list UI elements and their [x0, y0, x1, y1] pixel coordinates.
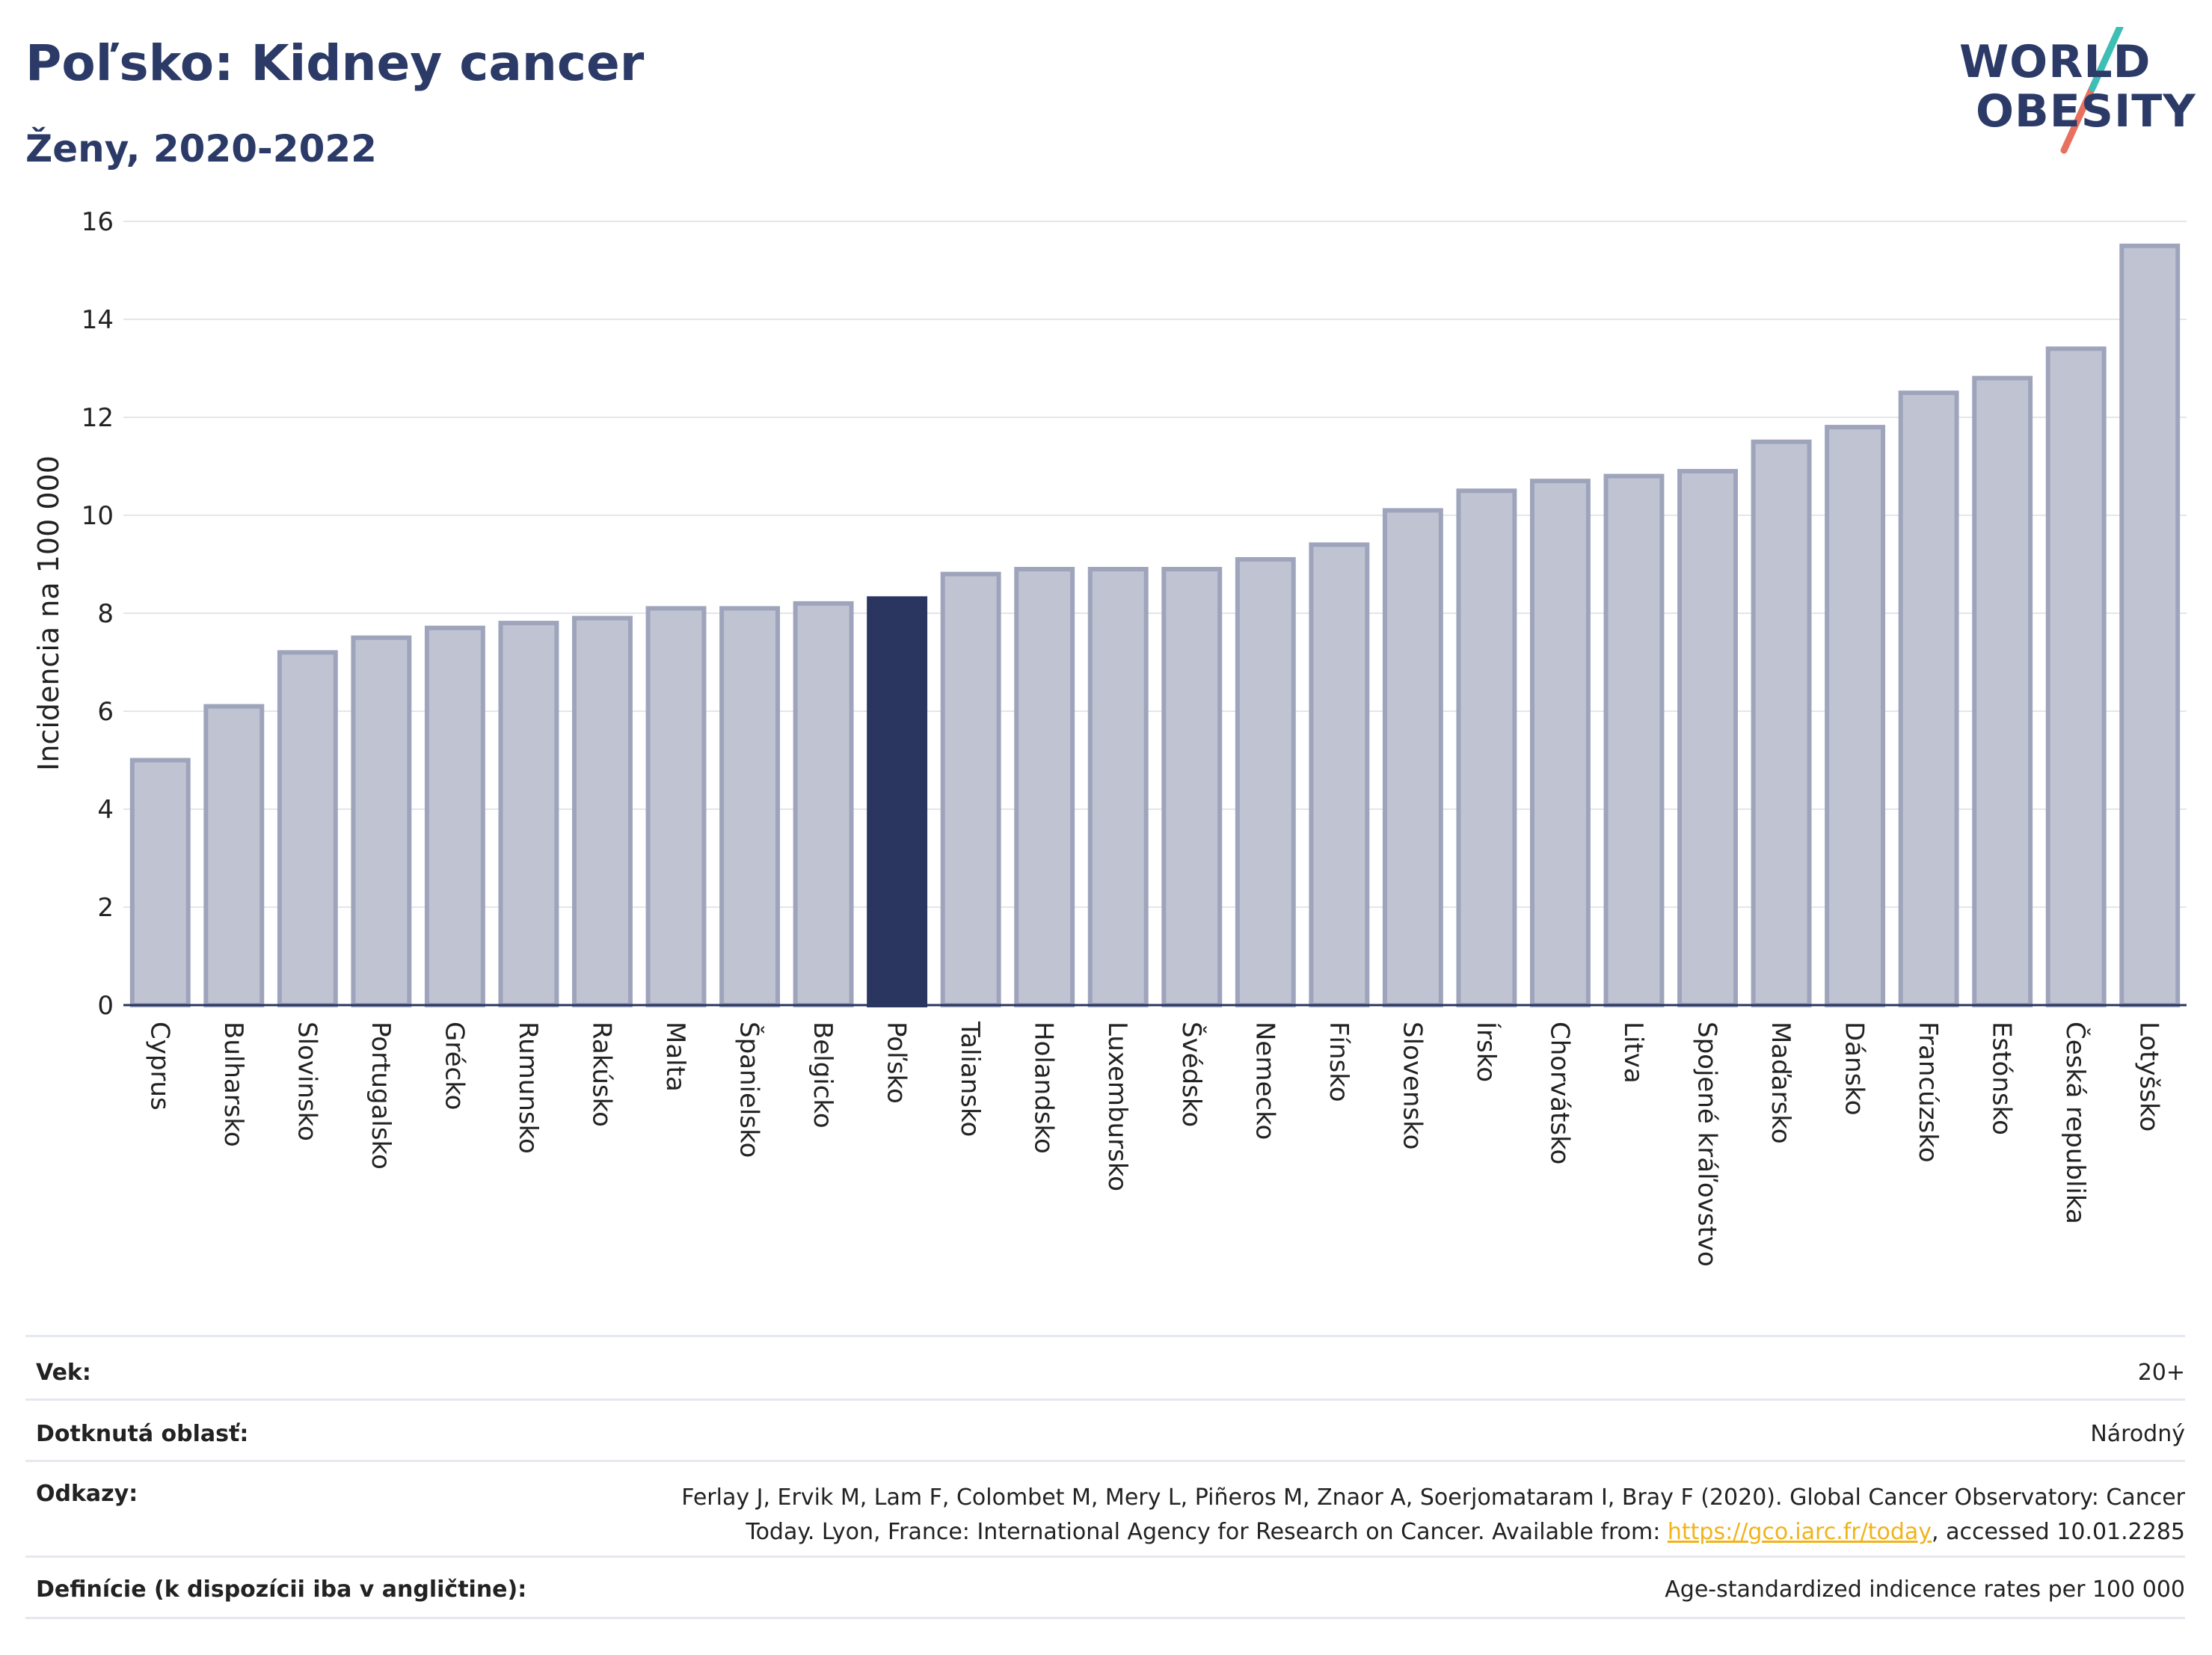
logo-text-world: WORLD	[1959, 36, 2151, 88]
y-tick-label: 8	[97, 599, 114, 629]
bar-česká-republika	[2045, 346, 2107, 1007]
bar-poľsko	[867, 596, 928, 1007]
bar-litva	[1603, 473, 1665, 1007]
divider	[25, 1398, 2185, 1401]
divider	[25, 1617, 2185, 1619]
y-tick-label: 2	[97, 893, 114, 923]
bar-spojené-kráľovstvo	[1677, 469, 1738, 1007]
x-tick-label: Grécko	[439, 1022, 469, 1110]
bars	[129, 243, 2181, 1008]
x-tick-label: Malta	[660, 1022, 690, 1092]
x-tick-label: Holandsko	[1029, 1022, 1059, 1154]
bar-nemecko	[1235, 556, 1296, 1007]
age-value: 20+	[2137, 1360, 2185, 1386]
bar-chart: 0 2 4 6 8 10 12 14 16 Cyprus Bulharsko Slovinsko Po…	[32, 207, 2187, 1267]
x-tick-label: Lotyšsko	[2134, 1022, 2164, 1132]
bar-luxembursko	[1087, 567, 1149, 1007]
x-tick-label: Nemecko	[1250, 1022, 1279, 1140]
references-text: Today. Lyon, France: International Agenc…	[746, 1519, 1668, 1545]
references-line-1: Ferlay J, Ervik M, Lam F, Colombet M, Me…	[681, 1484, 2185, 1511]
y-tick-label: 10	[82, 501, 114, 531]
logo-text-obesity: OBESITY	[1976, 85, 2196, 138]
bar-maďarsko	[1751, 439, 1812, 1007]
y-axis-label: Incidencia na 100 000	[32, 455, 65, 771]
divider	[25, 1460, 2185, 1462]
y-axis-ticks: 0 2 4 6 8 10 12 14 16	[82, 207, 114, 1021]
y-tick-label: 4	[97, 795, 114, 825]
area-value: Národný	[2090, 1421, 2185, 1447]
age-label: Vek:	[36, 1360, 91, 1386]
references-line-2: Today. Lyon, France: International Agenc…	[540, 1515, 2185, 1550]
x-tick-label: Spojené kráľovstvo	[1692, 1022, 1722, 1267]
bar-grécko	[424, 625, 485, 1008]
chart-title: Poľsko: Kidney cancer	[25, 34, 645, 92]
references-link[interactable]: https://gco.iarc.fr/today	[1667, 1519, 1932, 1545]
bar-rumunsko	[498, 621, 559, 1007]
y-tick-label: 0	[97, 991, 114, 1021]
x-tick-label: Maďarsko	[1766, 1022, 1795, 1144]
metadata-table: Vek: 20+ Dotknutá oblasť: Národný Odkazy…	[25, 1335, 2185, 1619]
bar-malta	[645, 606, 707, 1007]
chart-subtitle: Ženy, 2020-2022	[25, 127, 377, 171]
bar-bulharsko	[203, 704, 265, 1007]
bar-fínsko	[1309, 542, 1370, 1007]
bar-taliansko	[940, 571, 1001, 1007]
world-obesity-logo: WORLD OBESITY	[1952, 27, 2199, 154]
divider	[25, 1556, 2185, 1558]
bar-belgicko	[793, 601, 854, 1007]
x-tick-label: Česká republika	[2060, 1022, 2091, 1224]
x-tick-label: Belgicko	[808, 1022, 838, 1129]
x-tick-label: Chorvátsko	[1544, 1022, 1574, 1164]
bar-slovensko	[1382, 508, 1443, 1007]
y-tick-label: 12	[82, 403, 114, 433]
bar-cyprus	[129, 758, 191, 1007]
x-tick-label: Rakúsko	[586, 1022, 616, 1127]
definitions-value: Age-standardized indicence rates per 100…	[1665, 1576, 2185, 1603]
x-tick-label: Írsko	[1471, 1022, 1502, 1082]
x-tick-label: Slovensko	[1397, 1022, 1427, 1149]
x-tick-label: Estónsko	[1987, 1022, 2017, 1135]
x-tick-label: Rumunsko	[513, 1022, 543, 1154]
x-tick-label: Cyprus	[144, 1022, 174, 1111]
x-tick-label: Slovinsko	[292, 1022, 322, 1141]
x-tick-label: Švédsko	[1176, 1022, 1207, 1127]
bar-rakúsko	[572, 615, 633, 1007]
x-tick-label: Litva	[1618, 1022, 1648, 1084]
references-accessed: , accessed 10.01.2285	[1932, 1519, 2185, 1545]
bar-lotyšsko	[2119, 243, 2181, 1007]
y-tick-label: 14	[82, 305, 114, 335]
bar-estónsko	[1972, 375, 2033, 1008]
definitions-label: Definície (k dispozícii iba v angličtine…	[36, 1576, 527, 1603]
x-tick-label: Luxembursko	[1102, 1022, 1132, 1191]
y-tick-label: 16	[82, 207, 114, 237]
y-tick-label: 6	[97, 697, 114, 727]
x-tick-label: Španielsko	[734, 1022, 765, 1158]
bar-portugalsko	[351, 635, 412, 1007]
references-label: Odkazy:	[36, 1481, 138, 1507]
x-tick-label: Poľsko	[882, 1022, 912, 1104]
bar-švédsko	[1161, 567, 1223, 1007]
bar-írsko	[1456, 488, 1517, 1007]
x-axis-ticks: Cyprus Bulharsko Slovinsko Portugalsko Gréck…	[144, 1021, 2163, 1267]
bar-dánsko	[1825, 425, 1886, 1007]
x-tick-label: Bulharsko	[218, 1022, 248, 1147]
references-value: Ferlay J, Ervik M, Lam F, Colombet M, Me…	[540, 1481, 2185, 1550]
bar-slovinsko	[277, 650, 338, 1008]
area-label: Dotknutá oblasť:	[36, 1421, 249, 1447]
bar-francúzsko	[1898, 390, 1959, 1007]
x-tick-label: Taliansko	[955, 1021, 985, 1137]
bar-chorvátsko	[1530, 479, 1591, 1007]
logo-slash-icon	[2060, 27, 2124, 154]
bar-španielsko	[719, 606, 780, 1007]
bar-holandsko	[1014, 567, 1075, 1007]
x-tick-label: Fínsko	[1324, 1022, 1354, 1102]
x-tick-label: Portugalsko	[366, 1022, 396, 1170]
x-tick-label: Dánsko	[1840, 1022, 1870, 1116]
x-tick-label: Francúzsko	[1913, 1022, 1943, 1163]
